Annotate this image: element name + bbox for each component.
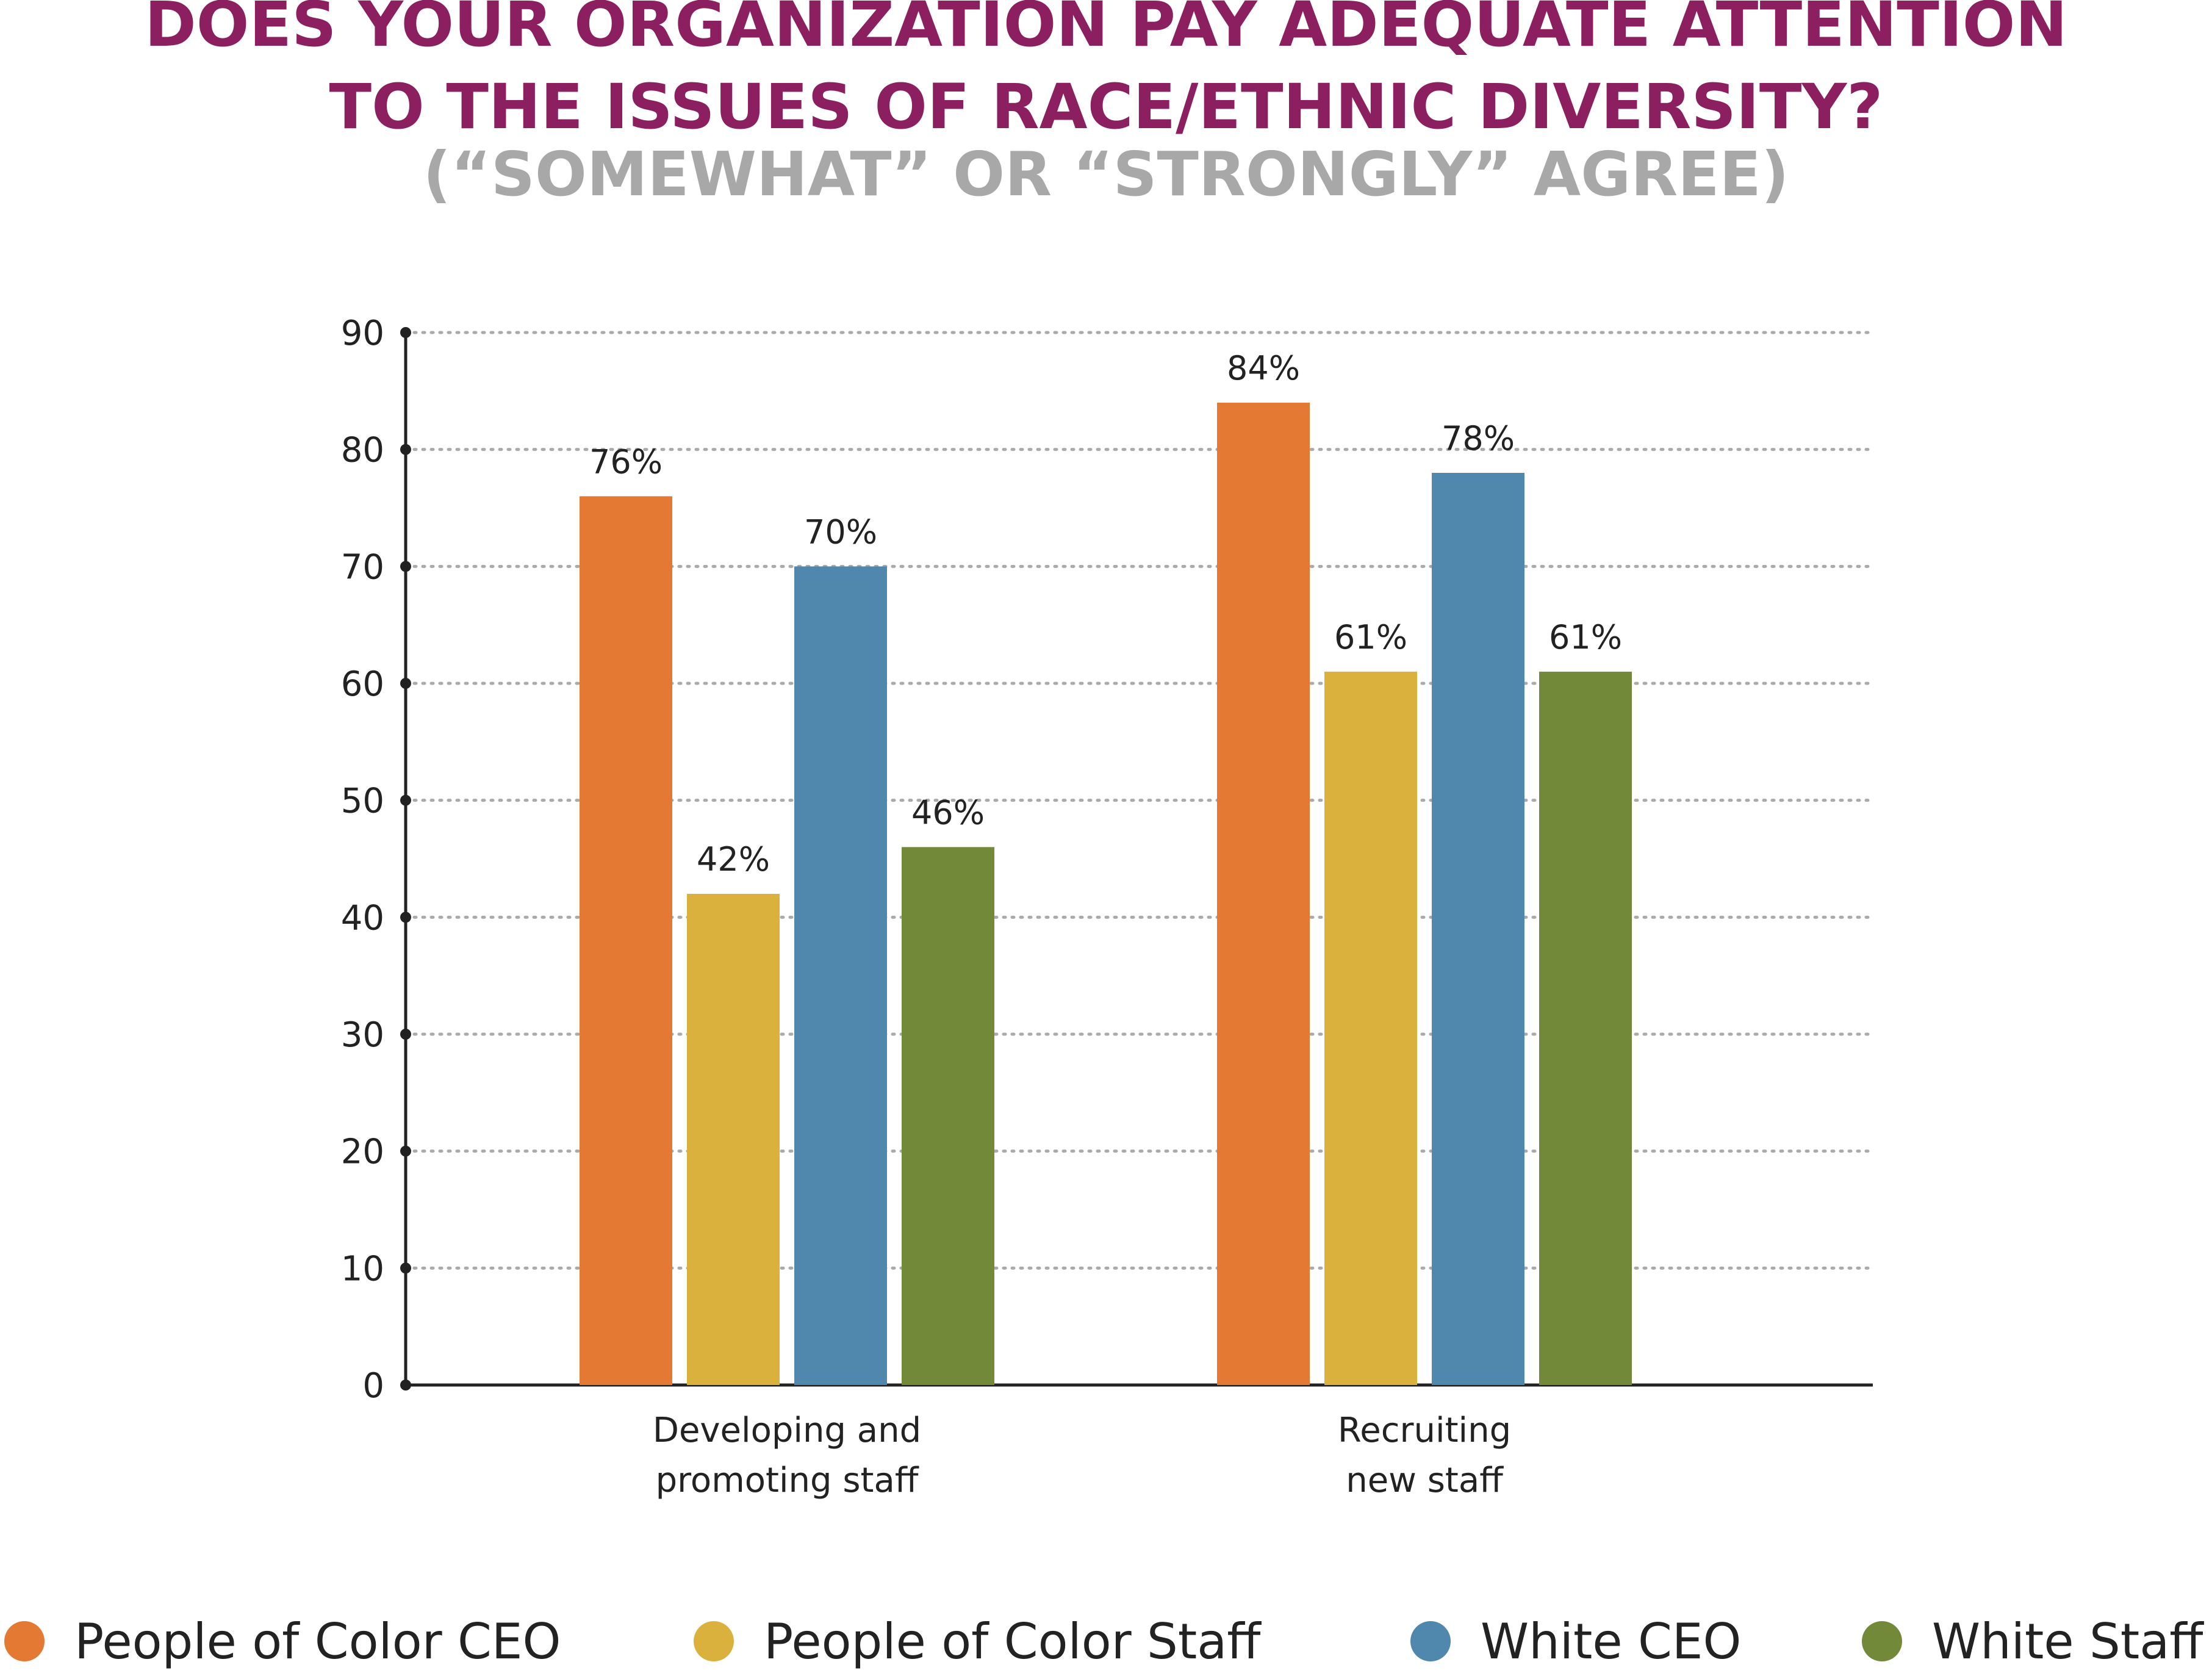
bar <box>687 894 780 1385</box>
y-tick-label: 70 <box>341 547 384 587</box>
data-label: 61% <box>1549 618 1622 657</box>
y-tick-label: 90 <box>341 314 384 353</box>
legend-swatch <box>4 1621 45 1661</box>
bar <box>902 847 994 1385</box>
data-label: 76% <box>589 442 663 481</box>
chart-title-line2: TO THE ISSUES OF RACE/ETHNIC DIVERSITY? <box>329 71 1883 143</box>
chart-title-line1: DOES YOUR ORGANIZATION PAY ADEQUATE ATTE… <box>145 0 2067 61</box>
legend: People of Color CEO People of Color Staff… <box>4 1613 2204 1670</box>
legend-swatch <box>1410 1621 1451 1661</box>
y-tick-label: 60 <box>341 664 384 704</box>
legend-swatch <box>694 1621 734 1661</box>
data-label: 78% <box>1442 419 1515 458</box>
legend-swatch <box>1862 1621 1902 1661</box>
bar <box>794 566 887 1386</box>
bar <box>1217 403 1310 1385</box>
y-tick-label: 10 <box>341 1249 384 1289</box>
chart-subtitle: (“SOMEWHAT” OR “STRONGLY” AGREE) <box>423 139 1789 210</box>
data-label: 61% <box>1334 618 1407 657</box>
y-tick-label: 40 <box>341 898 384 938</box>
data-labels: 76% 42% 70% 46% 84% 61% 78% 61% <box>589 349 1622 879</box>
category-label: Recruiting <box>1338 1411 1511 1450</box>
bar <box>580 496 672 1386</box>
y-tick-label: 20 <box>341 1132 384 1172</box>
data-label: 70% <box>804 513 877 551</box>
y-tick-label: 50 <box>341 782 384 821</box>
data-label: 42% <box>697 840 770 879</box>
legend-label: White CEO <box>1481 1613 1741 1670</box>
category-label: Developing and <box>653 1411 921 1450</box>
legend-label: White Staff <box>1932 1613 2204 1670</box>
bar <box>1539 671 1632 1385</box>
legend-label: People of Color Staff <box>764 1613 1262 1670</box>
bar <box>1324 671 1417 1385</box>
data-label: 46% <box>911 793 985 832</box>
bars <box>580 403 1632 1386</box>
y-tick-label: 80 <box>341 431 384 470</box>
y-tick-label: 30 <box>341 1015 384 1055</box>
x-axis-labels: Developing and promoting staff Recruiting n… <box>653 1411 1511 1500</box>
legend-label: People of Color CEO <box>74 1613 561 1670</box>
bar <box>1432 473 1524 1385</box>
y-axis: 0 10 20 30 40 50 60 70 80 90 <box>341 314 1873 1406</box>
data-label: 84% <box>1227 349 1300 387</box>
category-label: promoting staff <box>656 1461 919 1500</box>
y-tick-label: 0 <box>362 1366 384 1406</box>
category-label: new staff <box>1346 1461 1504 1500</box>
